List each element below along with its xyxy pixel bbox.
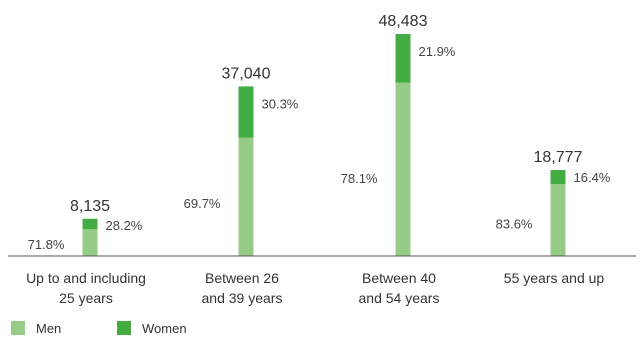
men-pct-label-3: 83.6% (496, 217, 533, 232)
women-pct-label-0: 28.2% (106, 218, 143, 233)
women-pct-label-1: 30.3% (262, 96, 299, 111)
labels-group: 8,135 28.2% 71.8% Up to and including 25 yea… (26, 13, 611, 306)
women-pct-label-2: 21.9% (419, 44, 456, 59)
men-pct-label-1: 69.7% (184, 196, 221, 211)
legend-label-women: Women (142, 321, 187, 336)
bar-women-3 (550, 170, 566, 185)
total-label-3: 18,777 (534, 149, 583, 166)
men-pct-label-2: 78.1% (341, 171, 378, 186)
total-label-1: 37,040 (222, 65, 271, 82)
category-label-1: Between 26 and 39 years (202, 270, 283, 306)
bars-group (82, 34, 566, 256)
category-label-2: Between 40 and 54 years (359, 270, 440, 306)
bar-men-0 (82, 229, 98, 256)
bar-women-1 (238, 86, 254, 138)
men-pct-label-0: 71.8% (28, 237, 65, 252)
category-label-3: 55 years and up (504, 270, 605, 286)
legend-swatch-women (117, 321, 131, 335)
category-label-0: Up to and including 25 years (26, 270, 146, 306)
total-label-2: 48,483 (379, 13, 428, 30)
bar-men-2 (395, 82, 411, 256)
bar-women-2 (395, 34, 411, 83)
bar-men-3 (550, 184, 566, 256)
bar-women-0 (82, 218, 98, 230)
legend-label-men: Men (36, 321, 61, 336)
total-label-0: 8,135 (70, 198, 110, 215)
legend: Men Women (11, 321, 187, 336)
women-pct-label-3: 16.4% (574, 170, 611, 185)
legend-swatch-men (11, 321, 25, 335)
bar-men-1 (238, 137, 254, 256)
